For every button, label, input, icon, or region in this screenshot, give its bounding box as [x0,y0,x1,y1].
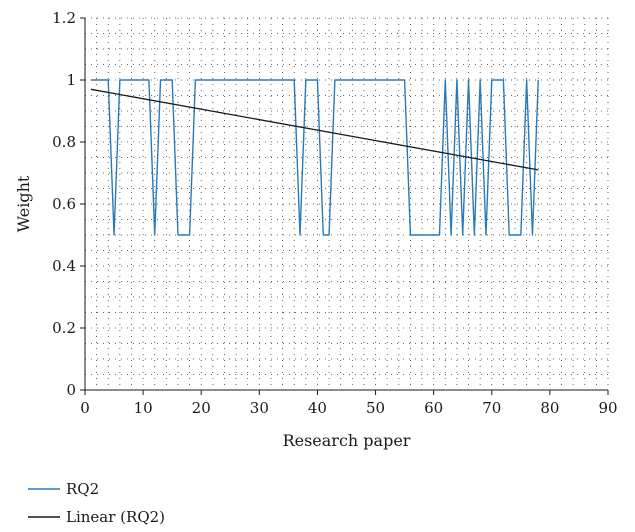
x-tick-label: 70 [482,399,501,417]
legend-label: Linear (RQ2) [66,508,165,526]
y-tick-label: 0.4 [52,257,76,275]
x-tick-label: 10 [134,399,153,417]
x-axis-ticks: 0 10 20 30 40 50 60 70 80 90 [80,390,618,417]
series [90,79,539,236]
x-tick-label: 80 [540,399,559,417]
x-tick-label: 50 [366,399,385,417]
y-axis-title: Weight [14,175,33,232]
x-tick-label: 60 [424,399,443,417]
y-tick-label: 0.8 [52,133,76,151]
x-tick-label: 40 [308,399,327,417]
x-axis-title: Research paper [283,431,411,450]
y-tick-label: 0.6 [52,195,76,213]
legend: RQ2 Linear (RQ2) [28,480,165,526]
series-line-rq2 [90,79,539,236]
x-tick-label: 30 [250,399,269,417]
y-tick-label: 1.2 [52,9,76,27]
y-tick-label: 0.2 [52,319,76,337]
y-axis-ticks: 0 0.2 0.4 0.6 0.8 1 1.2 [52,9,85,399]
x-tick-label: 0 [80,399,90,417]
y-tick-label: 0 [66,381,76,399]
legend-label: RQ2 [66,480,99,498]
x-tick-label: 90 [598,399,617,417]
series-line-linear-rq2 [90,88,539,171]
y-tick-label: 1 [66,71,76,89]
x-tick-label: 20 [192,399,211,417]
grid [85,17,609,390]
